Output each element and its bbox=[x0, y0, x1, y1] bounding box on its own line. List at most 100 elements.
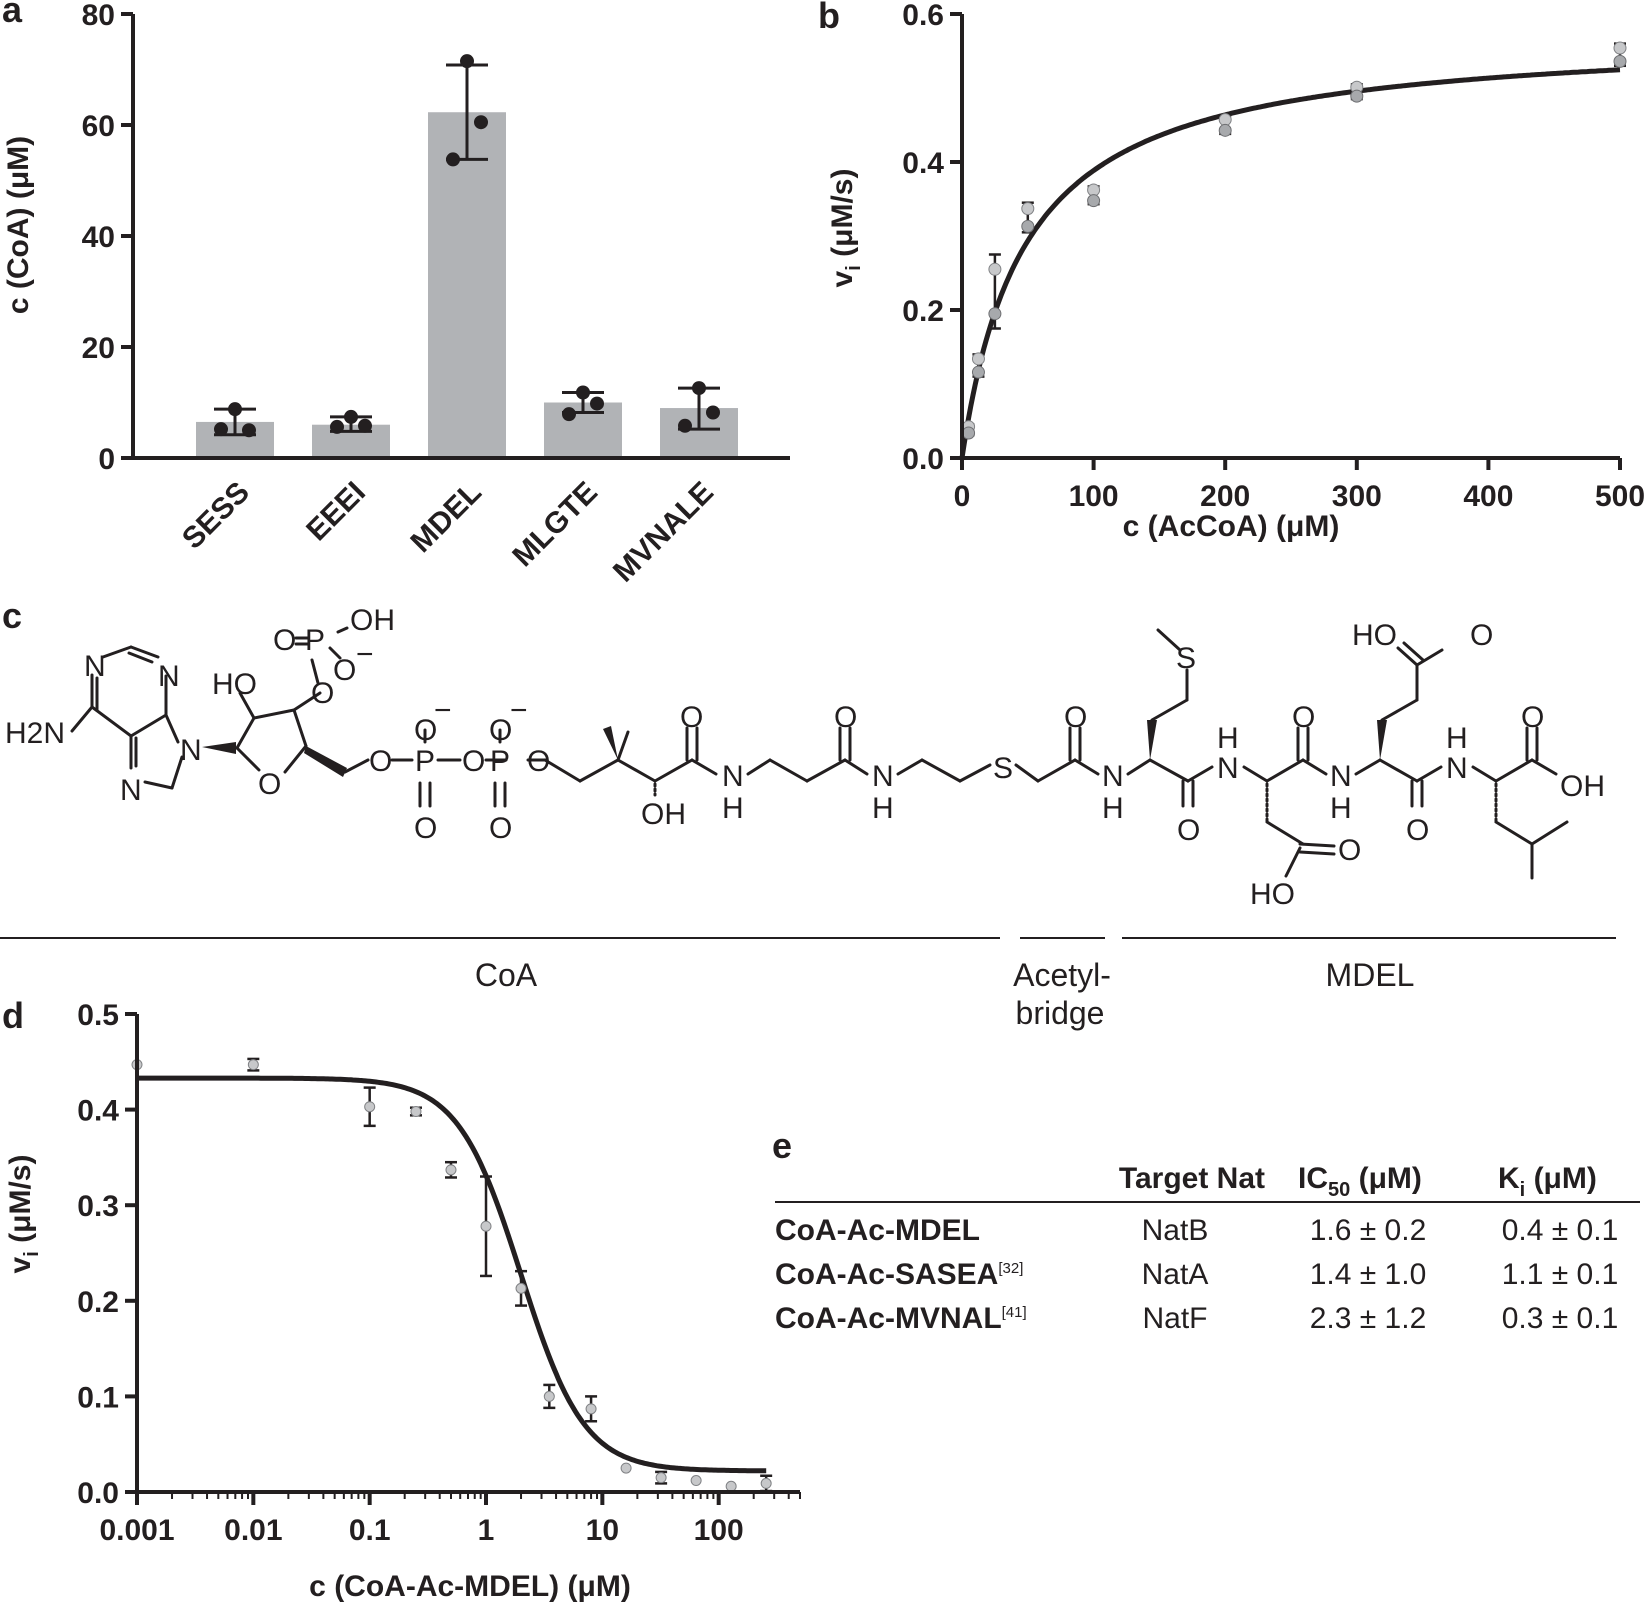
x-tick-label: 400 bbox=[1463, 480, 1513, 513]
data-point bbox=[1021, 202, 1035, 216]
panel-letter-d: d bbox=[2, 995, 24, 1036]
y-tick-label: 40 bbox=[82, 221, 115, 254]
x-tick-label: 1 bbox=[478, 1514, 495, 1547]
y-tick-label: 0 bbox=[98, 443, 115, 476]
panel-letter-a: a bbox=[2, 0, 23, 30]
data-point bbox=[1613, 54, 1627, 68]
data-point bbox=[585, 1403, 597, 1415]
atom-nh3-h: H bbox=[1102, 792, 1124, 825]
y-tick-label: 80 bbox=[82, 0, 115, 32]
table-cell-ki: 0.4 ± 0.1 bbox=[1502, 1214, 1619, 1247]
data-point bbox=[247, 1059, 259, 1071]
fit-curve bbox=[137, 1075, 767, 1474]
atom-p2-o: O bbox=[489, 714, 512, 747]
data-point bbox=[971, 352, 985, 366]
data-point bbox=[1218, 123, 1232, 137]
atom-n7: N bbox=[158, 660, 180, 693]
data-point bbox=[474, 115, 488, 130]
panel-letter-c: c bbox=[2, 595, 22, 636]
table-cell-ki: 0.3 ± 0.1 bbox=[1502, 1302, 1619, 1335]
data-point bbox=[446, 152, 460, 167]
data-point bbox=[725, 1480, 737, 1492]
table-cell-compound: CoA-Ac-SASEA[32] bbox=[775, 1258, 1023, 1291]
table-cell-compound: CoA-Ac-MVNAL[41] bbox=[775, 1302, 1027, 1335]
x-tick-label: SESS bbox=[176, 476, 256, 556]
atom-m-o: O bbox=[1177, 814, 1200, 847]
panel-d-ylabel: vi (μM/s) bbox=[4, 1155, 43, 1274]
atom-nh6-n: N bbox=[1446, 752, 1468, 785]
atom-p1-do: O bbox=[414, 812, 437, 845]
data-point bbox=[410, 1106, 422, 1118]
fit-curve bbox=[959, 67, 1621, 459]
panel-b: b vi (μM/s) c (AcCoA) (μM) 0 100 200 300 400… bbox=[818, 0, 1645, 543]
data-point bbox=[214, 422, 228, 437]
atom-nh5-n: N bbox=[1330, 760, 1352, 793]
bar bbox=[428, 112, 506, 459]
table-cell-ic50: 2.3 ± 1.2 bbox=[1310, 1302, 1427, 1335]
atom-nh1-h: H bbox=[722, 792, 744, 825]
compound-name: CoA-Ac-MVNAL bbox=[775, 1302, 1002, 1335]
data-point bbox=[330, 419, 344, 434]
data-point bbox=[1613, 41, 1627, 55]
table-cell-target: NatB bbox=[1142, 1214, 1209, 1247]
data-point bbox=[445, 1164, 457, 1176]
panel-d-plot: 0.001 0.01 0.1 1 10 100 0.0 0.1 0.2 0.3 0.4 0.5 bbox=[77, 999, 801, 1547]
compound-name: CoA-Ac-SASEA bbox=[775, 1258, 998, 1291]
charge-p2: − bbox=[510, 694, 528, 727]
data-point bbox=[1021, 219, 1035, 233]
atom-d-ho: HO bbox=[1250, 878, 1295, 911]
atom-p1-bridge: O bbox=[462, 745, 485, 778]
panel-letter-e: e bbox=[772, 1125, 792, 1166]
table-cell-target: NatF bbox=[1142, 1302, 1207, 1335]
x-tick-label: MDEL bbox=[405, 476, 488, 559]
y-tick-label: 0.1 bbox=[77, 1381, 119, 1414]
panel-letter-b: b bbox=[818, 0, 840, 36]
table-cell-target: NatA bbox=[1142, 1258, 1209, 1291]
segment-label-mdel: MDEL bbox=[1326, 957, 1415, 993]
table-cell-ic50: 1.6 ± 0.2 bbox=[1310, 1214, 1427, 1247]
data-point bbox=[358, 418, 372, 433]
x-tick-label: 0 bbox=[954, 480, 971, 513]
compound-reference: [41] bbox=[1002, 1304, 1027, 1321]
data-point bbox=[706, 405, 720, 420]
x-tick-label: 0.1 bbox=[349, 1514, 391, 1547]
x-tick-label: EEEI bbox=[300, 476, 372, 548]
data-point bbox=[678, 418, 692, 433]
data-point bbox=[590, 396, 604, 411]
y-tick-label: 0.4 bbox=[902, 147, 944, 180]
atom-ribose-o: O bbox=[258, 768, 281, 801]
data-point bbox=[364, 1101, 376, 1113]
charge-p1: − bbox=[434, 694, 452, 727]
atom-pant-o: O bbox=[680, 701, 703, 734]
table-cell-compound: CoA-Ac-MDEL bbox=[775, 1214, 980, 1247]
x-tick-label: 200 bbox=[1200, 480, 1250, 513]
y-tick-label: 0.2 bbox=[902, 295, 944, 328]
table-header-ki: Ki (μM) bbox=[1498, 1162, 1597, 1201]
atom-ac-o: O bbox=[1064, 701, 1087, 734]
x-tick-label: 500 bbox=[1595, 480, 1645, 513]
table-cell-ki: 1.1 ± 0.1 bbox=[1502, 1258, 1619, 1291]
atom-h2n: H2N bbox=[5, 717, 65, 750]
data-point bbox=[1350, 89, 1364, 103]
panel-d: d vi (μM/s) c (CoA-Ac-MDEL) (μM) 0.001 0.… bbox=[2, 995, 801, 1603]
y-tick-label: 0.0 bbox=[77, 1477, 119, 1510]
segment-label-coa: CoA bbox=[475, 957, 538, 993]
y-tick-label: 0.0 bbox=[902, 443, 944, 476]
table-header-ic50: IC50 (μM) bbox=[1298, 1162, 1422, 1201]
atom-p3-ominus: O bbox=[333, 654, 356, 687]
atom-d-oc: O bbox=[1338, 834, 1361, 867]
coa-ac-mdel-structure bbox=[70, 626, 1569, 880]
atom-nh3-n: N bbox=[1102, 760, 1124, 793]
atom-nh4-h: H bbox=[1217, 722, 1239, 755]
table-rows: CoA-Ac-MDEL NatB 1.6 ± 0.2 0.4 ± 0.1 CoA-Ac-… bbox=[775, 1214, 1618, 1335]
data-point bbox=[344, 409, 358, 424]
atom-e-o: O bbox=[1406, 814, 1429, 847]
data-point bbox=[988, 307, 1002, 321]
y-tick-label: 0.5 bbox=[77, 999, 119, 1032]
data-point bbox=[228, 402, 242, 417]
data-point bbox=[460, 54, 474, 69]
atom-p2-do: O bbox=[489, 812, 512, 845]
atom-ribose-ho: HO bbox=[212, 668, 257, 701]
x-tick-label: 0.01 bbox=[224, 1514, 282, 1547]
atom-nh2-h: H bbox=[872, 792, 894, 825]
